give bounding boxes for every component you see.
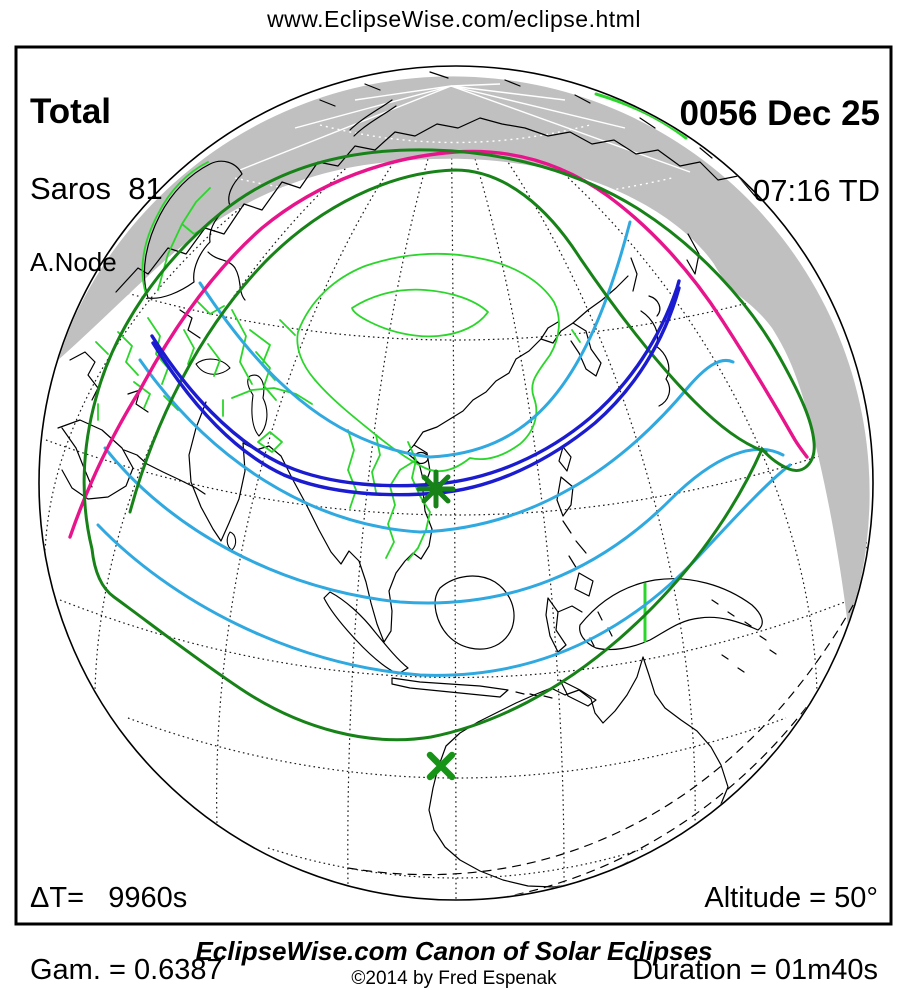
footer-copyright: ©2014 by Fred Espenak	[351, 968, 557, 989]
eclipse-limit-curves	[82, 148, 816, 742]
delta-t-value: ΔT= 9960s	[30, 882, 188, 914]
eclipse-type: Total	[30, 92, 112, 131]
night-region	[57, 76, 870, 626]
eclipse-date: 0056 Dec 25	[679, 94, 880, 133]
eclipse-info-top-left: Total Saros 81 A.Node	[30, 55, 163, 315]
sub-solar-point-marker	[426, 751, 456, 781]
greatest-eclipse-marker	[416, 469, 456, 509]
node-label: A.Node	[30, 247, 117, 277]
penumbral-limit-curve	[68, 149, 809, 539]
map-frame	[14, 45, 893, 926]
header-url: www.EclipseWise.com/eclipse.html	[267, 6, 641, 32]
footer-title: EclipseWise.com Canon of Solar Eclipses	[195, 936, 713, 966]
eclipse-info-top-right: 0056 Dec 25 07:16 TD	[680, 57, 880, 247]
globe-outline	[38, 65, 874, 901]
duration-value: Duration = 01m40s	[632, 954, 878, 986]
eclipse-info-bottom-left: ΔT= 9960s Gam. = 0.6387	[30, 844, 223, 1004]
eclipse-info-bottom-right: Altitude = 50° Duration = 01m40s	[632, 844, 878, 1004]
max-eclipse-curves	[96, 220, 792, 677]
saros-label: Saros 81	[30, 171, 163, 206]
polar-graticule	[234, 83, 691, 204]
gamma-value: Gam. = 0.6387	[30, 954, 223, 986]
altitude-value: Altitude = 50°	[704, 882, 878, 914]
eclipse-time: 07:16 TD	[753, 173, 880, 208]
